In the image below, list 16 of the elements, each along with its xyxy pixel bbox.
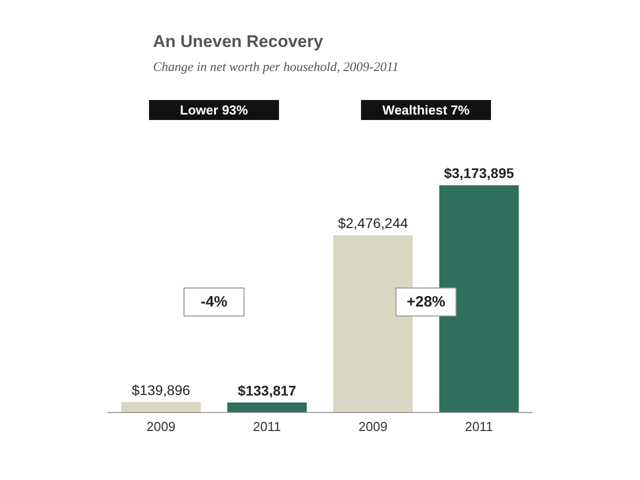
data-label: $2,476,244 bbox=[338, 215, 408, 232]
bar bbox=[121, 402, 201, 412]
annotation: +28% bbox=[406, 294, 446, 310]
text: Wealthiest 7% bbox=[382, 102, 470, 118]
chart-title: An Uneven Recovery bbox=[153, 32, 324, 51]
data-label: $139,896 bbox=[132, 382, 190, 398]
data-label: $133,817 bbox=[238, 382, 296, 398]
text: Lower 93% bbox=[180, 102, 248, 118]
x-tick-label: 2011 bbox=[253, 419, 281, 434]
chart-subtitle: Change in net worth per household, 2009-2011 bbox=[153, 59, 399, 74]
x-tick-label: 2009 bbox=[146, 419, 176, 434]
data-label: $3,173,895 bbox=[444, 165, 514, 182]
x-tick-label: 2009 bbox=[358, 419, 388, 434]
x-tick-label: 2011 bbox=[465, 419, 493, 434]
bar bbox=[227, 402, 307, 412]
annotation: -4% bbox=[200, 294, 228, 310]
